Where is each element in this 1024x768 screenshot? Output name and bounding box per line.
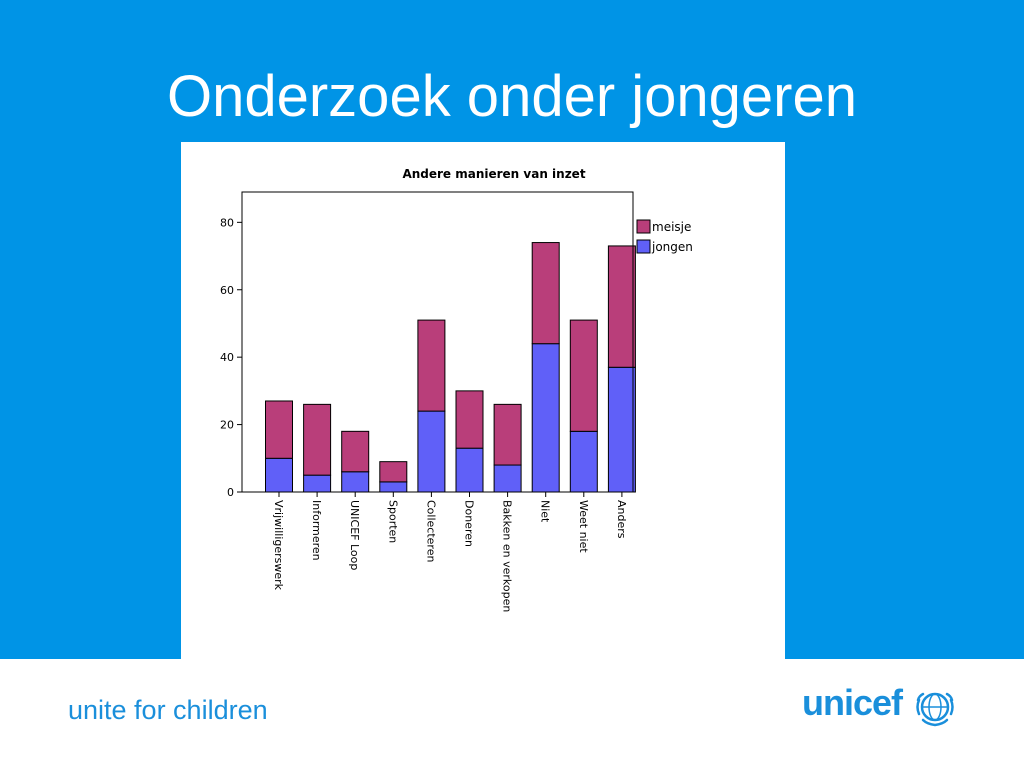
bar-meisje-2 <box>341 430 370 473</box>
bar-meisje-1 <box>303 403 332 476</box>
y-tick-label: 40 <box>220 351 234 364</box>
axes-layer: 0 20 40 60 80 Vrijwilligerswerk Informeren UNIC… <box>220 191 634 612</box>
y-tick-label: 0 <box>227 486 234 499</box>
x-tick-label: Doneren <box>463 500 476 547</box>
legend-swatch-jongen <box>636 239 651 254</box>
bar-meisje-4 <box>417 319 446 412</box>
x-tick-label: UNICEF Loop <box>348 500 361 570</box>
bars-layer <box>265 242 636 493</box>
bar-jongen-1 <box>303 474 332 493</box>
x-tick-label: Informeren <box>310 500 323 561</box>
unicef-logo: unicef <box>802 682 962 730</box>
bar-jongen-7 <box>531 343 560 493</box>
bar-jongen-5 <box>455 447 484 493</box>
x-tick-label: Niet <box>539 500 552 523</box>
bar-jongen-2 <box>341 471 370 493</box>
y-tick-label: 60 <box>220 284 234 297</box>
tagline: unite for children <box>68 695 268 725</box>
plot-frame <box>241 191 634 493</box>
stacked-bar-chart: Andere manieren van inzet 0 20 40 60 80 Vrijw… <box>220 167 693 612</box>
bar-jongen-0 <box>265 457 293 493</box>
bar-meisje-5 <box>455 390 484 449</box>
bar-meisje-7 <box>531 242 560 345</box>
bar-meisje-9 <box>607 245 636 368</box>
x-tick-label: Sporten <box>386 500 399 543</box>
bar-jongen-9 <box>607 366 636 493</box>
bar-jongen-8 <box>569 430 598 493</box>
bar-jongen-6 <box>493 464 522 493</box>
bar-meisje-3 <box>379 461 408 483</box>
legend-swatch-meisje <box>636 219 651 234</box>
legend-label-jongen: jongen <box>651 240 693 254</box>
bar-meisje-6 <box>493 403 522 466</box>
y-tick-label: 80 <box>220 216 234 229</box>
bar-meisje-0 <box>265 400 293 459</box>
chart-panel: Andere manieren van inzet 0 20 40 60 80 Vrijw… <box>181 142 785 659</box>
footer <box>0 659 1024 768</box>
logo-text: unicef <box>802 682 903 723</box>
globe-emblem-icon <box>916 692 954 727</box>
slide-title: Onderzoek onder jongeren <box>166 64 858 129</box>
x-tick-label: Vrijwilligerswerk <box>272 500 285 591</box>
x-tick-label: Anders <box>615 500 628 539</box>
x-tick-label: Weet niet <box>577 500 590 553</box>
legend-label-meisje: meisje <box>652 220 691 234</box>
x-tick-label: Collecteren <box>424 500 437 562</box>
bar-jongen-3 <box>379 481 408 493</box>
x-tick-label: Bakken en verkopen <box>501 500 514 612</box>
chart-title: Andere manieren van inzet <box>402 167 585 181</box>
bar-meisje-8 <box>569 319 598 432</box>
bar-jongen-4 <box>417 410 446 493</box>
y-tick-label: 20 <box>220 419 234 432</box>
legend: meisje jongen <box>636 219 693 254</box>
